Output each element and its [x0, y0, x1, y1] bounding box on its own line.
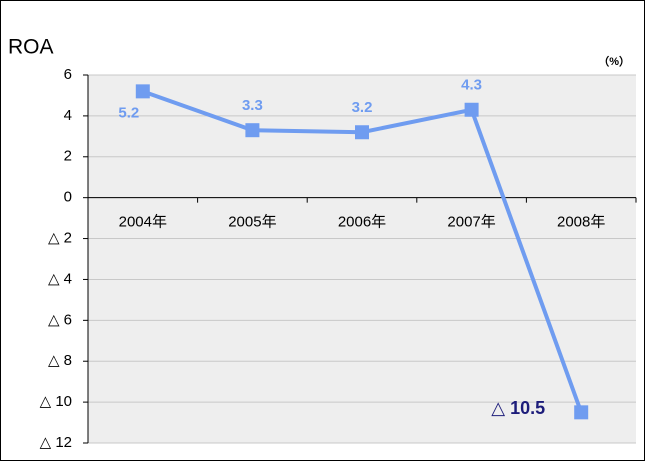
y-tick-label: 4	[64, 107, 72, 124]
marker	[135, 84, 150, 99]
x-tick-label: 2008年	[557, 214, 605, 231]
value-label: 3.3	[242, 97, 263, 114]
unit-label: （%）	[598, 55, 630, 68]
y-tick-label: △ 4	[48, 270, 72, 287]
y-tick-label: △ 6	[48, 311, 72, 328]
x-tick-label: 2006年	[338, 214, 386, 231]
marker	[355, 125, 369, 140]
y-tick-label: 6	[64, 66, 72, 83]
chart-title: ROA	[8, 36, 54, 59]
y-tick-label: △ 10	[40, 393, 72, 410]
value-label: 4.3	[461, 77, 482, 94]
y-tick-label: 2	[64, 148, 72, 165]
x-tick-label: 2004年	[119, 214, 167, 231]
x-tick-label: 2005年	[228, 214, 276, 231]
marker	[574, 405, 589, 420]
value-label: 5.2	[118, 104, 139, 121]
y-tick-label: △ 12	[40, 434, 72, 451]
marker	[464, 102, 479, 117]
y-tick-label: 0	[64, 189, 72, 206]
y-tick-label: △ 2	[48, 230, 72, 247]
value-label: △ 10.5	[491, 398, 545, 418]
marker	[245, 123, 260, 138]
y-tick-label: △ 8	[48, 352, 72, 369]
x-tick-label: 2007年	[447, 214, 495, 231]
value-label: 3.2	[352, 99, 373, 116]
